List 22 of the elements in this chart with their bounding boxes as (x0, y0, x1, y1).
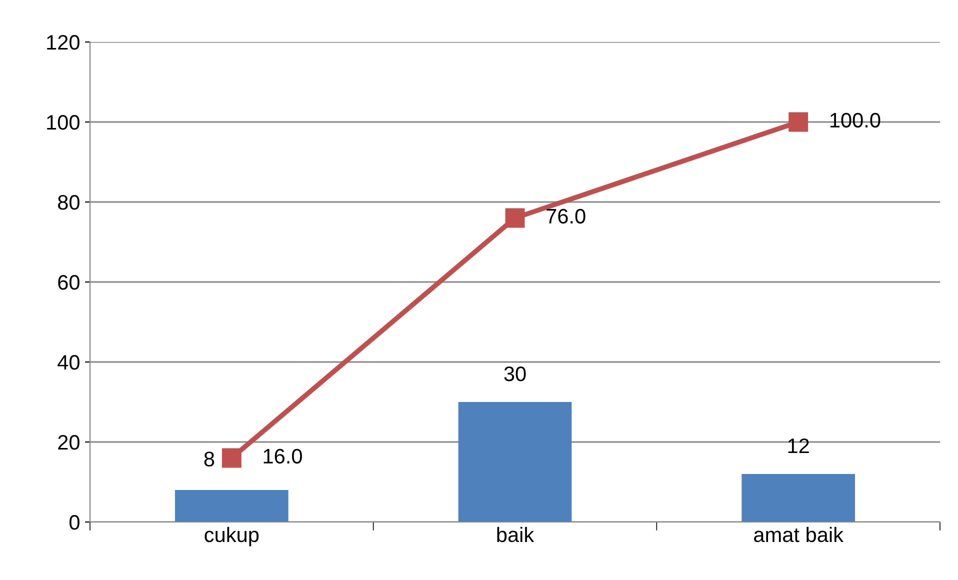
y-tick-label: 0 (70, 515, 80, 530)
bar (458, 402, 572, 522)
y-tick-label: 100 (47, 115, 80, 130)
x-tick-label: cukup (204, 526, 259, 546)
x-tick-label: amat baik (754, 526, 844, 542)
y-tick-label: 120 (47, 35, 80, 50)
x-tick-label: baik (497, 526, 534, 542)
bar (175, 490, 288, 522)
bar (742, 474, 855, 522)
data-label: 30 (504, 366, 526, 382)
y-tick-label: 40 (58, 355, 80, 370)
data-label: 12 (788, 438, 809, 454)
data-label: 8 (204, 452, 214, 466)
point (222, 448, 242, 468)
data-label: 100.0 (830, 112, 880, 128)
data-label: 76.0 (546, 208, 586, 224)
data-label: 16.0 (264, 448, 302, 464)
point (505, 208, 525, 228)
y-tick-label: 60 (58, 275, 80, 290)
y-tick-label: 80 (58, 195, 80, 210)
point (788, 112, 808, 132)
y-tick-label: 20 (58, 435, 80, 450)
